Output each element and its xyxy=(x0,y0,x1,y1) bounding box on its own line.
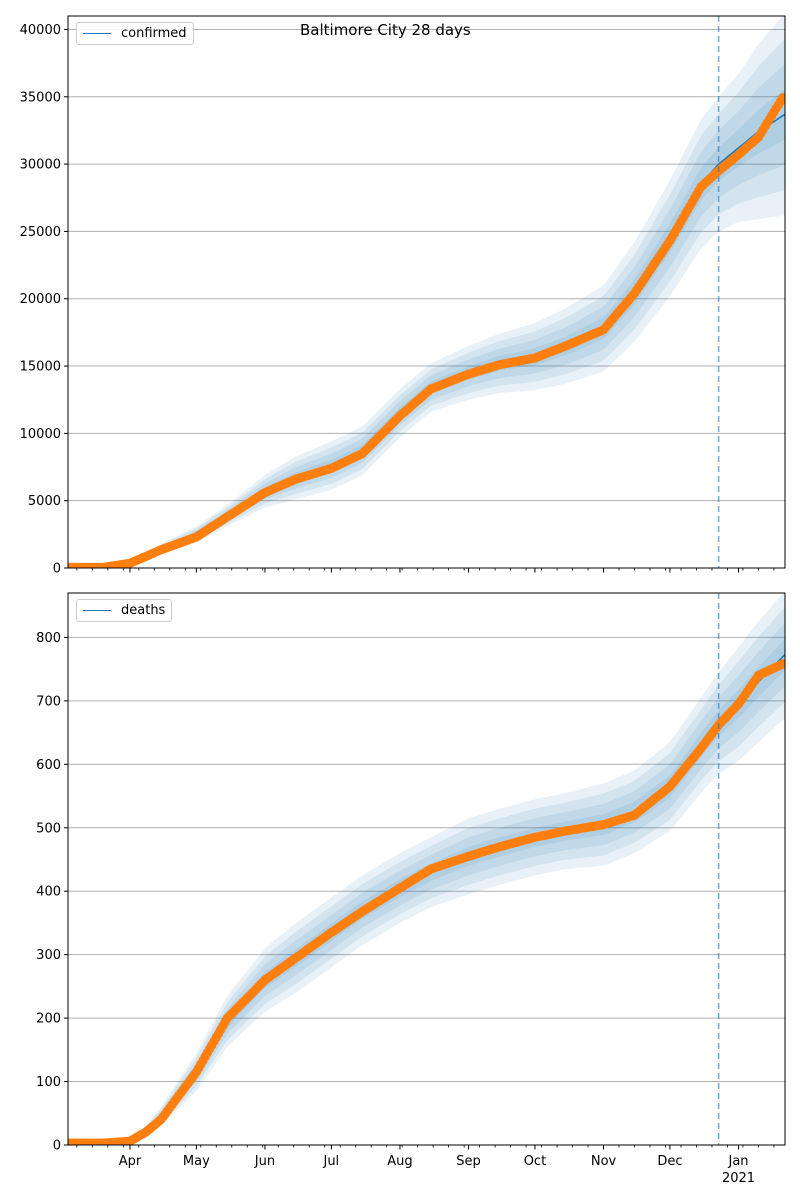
y-tick-label: 800 xyxy=(36,631,61,646)
legend-label: deaths xyxy=(121,603,166,618)
y-tick-label: 25000 xyxy=(20,225,61,240)
y-tick-label: 600 xyxy=(36,758,61,773)
uncertainty-band-3 xyxy=(68,622,785,1145)
y-tick-label: 700 xyxy=(36,694,61,709)
axes-frame xyxy=(67,592,786,1146)
x-tick-label: Apr xyxy=(119,1154,142,1169)
y-tick-label: 200 xyxy=(36,1012,61,1027)
y-tick-label: 400 xyxy=(36,885,61,900)
legend-confirmed: confirmed xyxy=(76,22,194,45)
y-tick-label: 10000 xyxy=(20,427,61,442)
y-tick-label: 15000 xyxy=(20,360,61,375)
x-tick-label: Dec xyxy=(657,1154,682,1169)
observed-point xyxy=(778,93,785,103)
uncertainty-band-4 xyxy=(68,89,785,568)
y-tick-label: 20000 xyxy=(20,292,61,307)
figure-title: Baltimore City 28 days xyxy=(300,21,471,39)
chart-panel-deaths: 0 100 200 300 400 500 600 700 800 Apr May Jun Jul Aug… xyxy=(36,592,786,1186)
y-tick-label: 500 xyxy=(36,821,61,836)
y-tick-label: 30000 xyxy=(20,158,61,173)
legend-deaths: deaths xyxy=(76,599,173,622)
y-tick-label: 35000 xyxy=(20,90,61,105)
x-tick-label: Aug xyxy=(387,1154,412,1169)
axes-frame xyxy=(67,15,786,569)
x-tick-label: Jun xyxy=(254,1154,275,1169)
x-tick-label: Jan xyxy=(728,1154,749,1169)
y-tick-label: 0 xyxy=(53,1139,61,1154)
y-tick-label: 100 xyxy=(36,1075,61,1090)
x-tick-label: May xyxy=(183,1154,210,1169)
legend-label: confirmed xyxy=(121,26,187,41)
plot-area xyxy=(68,593,785,1145)
chart-panel-confirmed: 0 5000 10000 15000 20000 25000 30000 35000 40000 xyxy=(20,15,786,577)
y-tick-label: 0 xyxy=(53,562,61,577)
legend-line-swatch xyxy=(83,610,111,611)
x-tick-label: Nov xyxy=(591,1154,617,1169)
x-tick-label: Sep xyxy=(456,1154,481,1169)
y-tick-label: 300 xyxy=(36,948,61,963)
legend-line-swatch xyxy=(83,33,111,34)
x-tick-label: Jul xyxy=(322,1154,339,1169)
x-tick-year-label: 2021 xyxy=(722,1171,755,1186)
y-tick-label: 40000 xyxy=(20,23,61,38)
y-tick-label: 5000 xyxy=(28,494,61,509)
x-tick-label: Oct xyxy=(524,1154,546,1169)
observed-point xyxy=(778,659,785,669)
uncertainty-band-2 xyxy=(68,38,785,568)
plot-area xyxy=(68,16,785,568)
uncertainty-band-3 xyxy=(68,63,785,568)
uncertainty-band-1 xyxy=(68,16,785,568)
